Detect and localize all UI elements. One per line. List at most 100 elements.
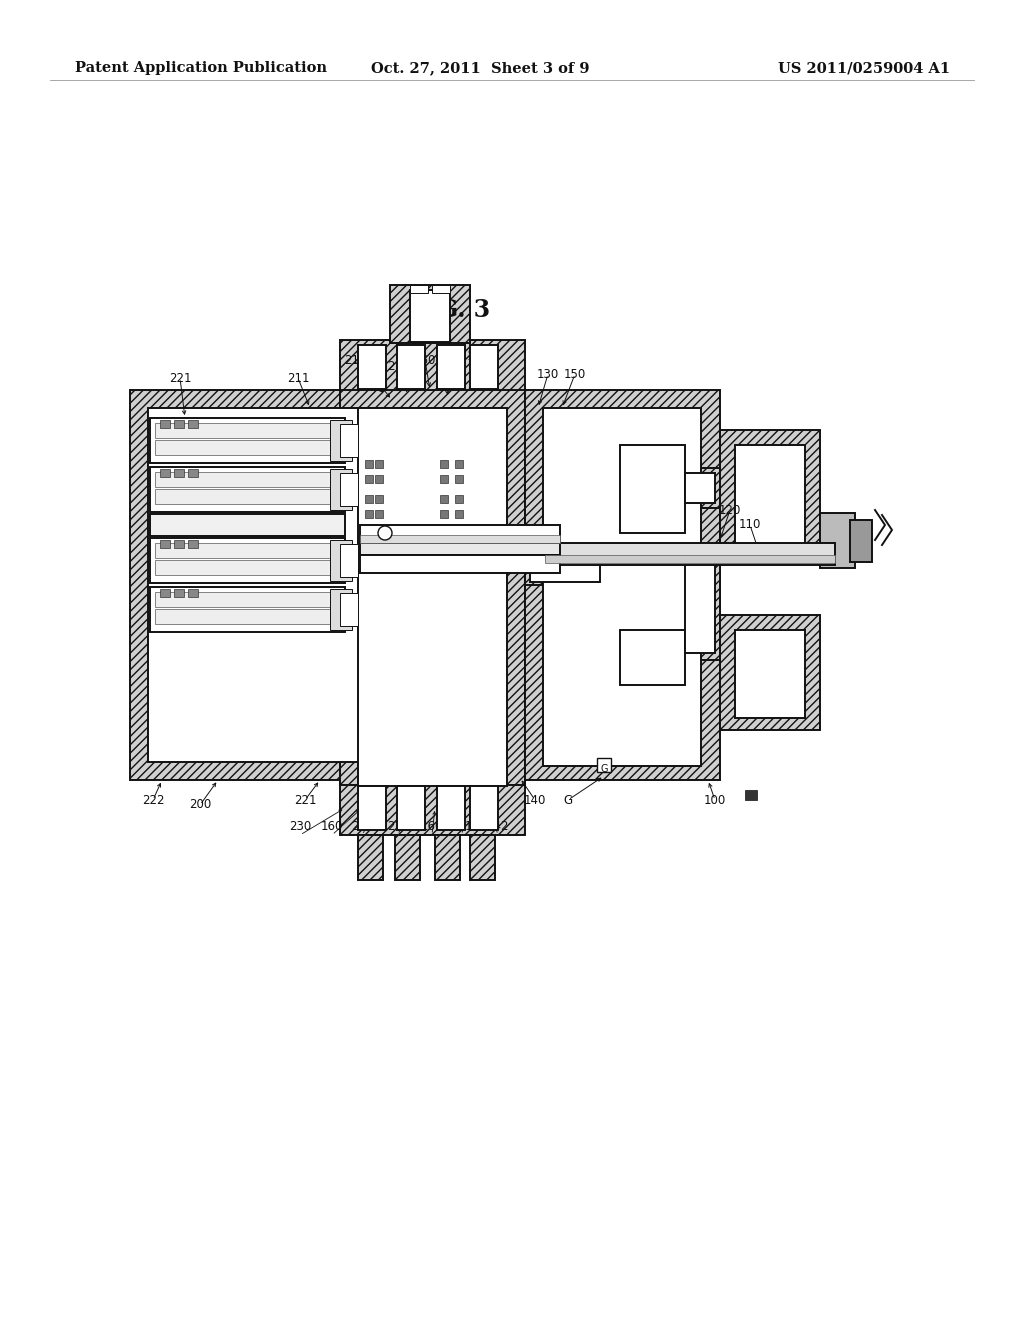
Text: 210: 210 <box>387 360 410 374</box>
Text: 131: 131 <box>434 362 456 375</box>
Bar <box>358 836 383 880</box>
Bar <box>340 389 525 785</box>
Bar <box>188 589 198 597</box>
Bar <box>330 469 352 510</box>
Text: FIG. 3: FIG. 3 <box>410 298 490 322</box>
Bar <box>358 785 386 830</box>
Bar <box>150 467 345 512</box>
Bar <box>435 836 460 880</box>
Bar <box>188 540 198 548</box>
Text: 200: 200 <box>188 799 211 812</box>
Bar <box>340 473 358 506</box>
Bar <box>330 420 352 461</box>
Bar <box>455 495 463 503</box>
Bar <box>440 495 449 503</box>
Bar <box>358 408 507 785</box>
Bar <box>680 545 720 660</box>
Text: Patent Application Publication: Patent Application Publication <box>75 61 327 75</box>
Bar <box>340 341 525 395</box>
Bar <box>160 469 170 477</box>
Bar <box>150 539 345 583</box>
Bar <box>470 785 498 830</box>
Bar <box>470 345 498 389</box>
Bar <box>605 615 700 696</box>
Text: 213: 213 <box>344 354 367 367</box>
Bar <box>440 475 449 483</box>
Bar <box>525 545 605 585</box>
Bar <box>340 780 525 836</box>
Bar <box>365 495 373 503</box>
Bar <box>360 535 560 543</box>
Text: 141: 141 <box>451 820 473 833</box>
Bar <box>365 475 373 483</box>
Bar <box>543 408 701 766</box>
Bar <box>410 285 428 293</box>
Bar <box>440 510 449 517</box>
Bar <box>155 422 335 438</box>
Bar <box>735 630 805 718</box>
Bar <box>390 285 470 343</box>
Bar <box>720 615 820 730</box>
Bar <box>340 593 358 626</box>
Text: 150: 150 <box>564 367 586 380</box>
Bar <box>155 488 335 504</box>
Bar <box>440 459 449 469</box>
Bar <box>437 785 465 830</box>
Bar <box>545 543 835 565</box>
Bar <box>155 591 335 607</box>
Text: 222: 222 <box>141 793 164 807</box>
Text: 160: 160 <box>421 820 443 833</box>
Text: 221: 221 <box>294 793 316 807</box>
Bar <box>432 285 450 293</box>
Bar <box>155 440 335 455</box>
Text: 140: 140 <box>524 793 546 807</box>
Bar <box>597 758 611 772</box>
Text: G: G <box>563 793 572 807</box>
Bar <box>155 560 335 576</box>
Bar <box>150 587 345 632</box>
Text: 211: 211 <box>287 371 309 384</box>
Text: 160: 160 <box>414 354 436 367</box>
Bar <box>340 424 358 457</box>
Text: 223: 223 <box>351 820 373 833</box>
Bar <box>360 543 560 554</box>
Bar <box>360 554 560 573</box>
Bar <box>358 345 386 389</box>
Text: 100: 100 <box>703 793 726 807</box>
Text: G: G <box>600 764 608 774</box>
Bar <box>188 420 198 428</box>
Bar <box>395 836 420 880</box>
Bar <box>410 290 450 342</box>
Bar <box>605 430 700 545</box>
Bar <box>155 543 335 558</box>
Text: 230: 230 <box>289 820 311 833</box>
Text: 132: 132 <box>467 351 489 363</box>
Bar <box>545 554 835 564</box>
Bar <box>155 473 335 487</box>
Bar <box>148 408 502 762</box>
Bar <box>340 544 358 577</box>
Text: 220: 220 <box>387 820 410 833</box>
Bar <box>745 789 757 800</box>
Bar <box>188 469 198 477</box>
Text: US 2011/0259004 A1: US 2011/0259004 A1 <box>778 61 950 75</box>
Bar <box>174 469 184 477</box>
Text: 160: 160 <box>356 363 379 376</box>
Text: 142: 142 <box>486 820 509 833</box>
Bar <box>455 510 463 517</box>
Bar <box>365 459 373 469</box>
Bar <box>130 389 520 780</box>
Bar <box>330 540 352 581</box>
Bar <box>470 836 495 880</box>
Bar <box>174 540 184 548</box>
Text: 130: 130 <box>537 367 559 380</box>
Bar <box>685 473 715 503</box>
Bar <box>174 589 184 597</box>
Bar <box>397 345 425 389</box>
Bar <box>375 510 383 517</box>
Bar <box>530 550 600 582</box>
Bar <box>155 609 335 624</box>
Bar <box>620 445 685 533</box>
Bar <box>174 420 184 428</box>
Bar <box>680 469 720 508</box>
